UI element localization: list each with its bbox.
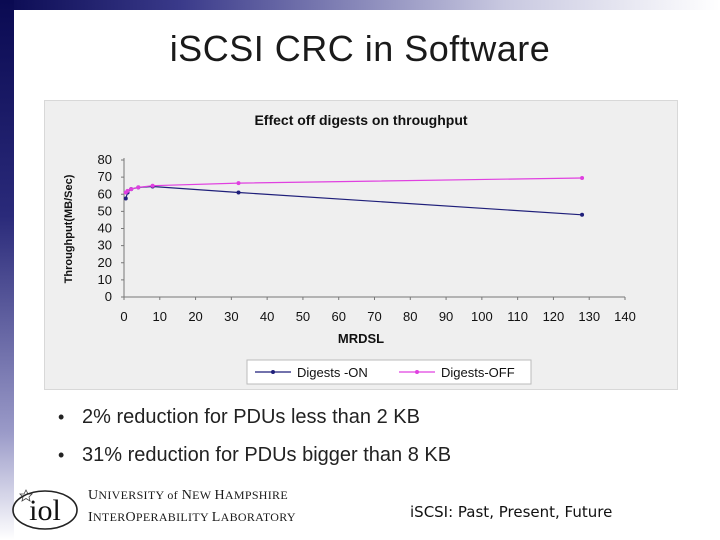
logo-oval-icon	[12, 490, 78, 530]
x-tick-label: 20	[188, 309, 202, 324]
y-tick-label: 20	[98, 255, 112, 270]
bullet-dot-icon: •	[58, 445, 65, 465]
x-tick-label: 90	[439, 309, 453, 324]
y-tick-label: 80	[98, 152, 112, 167]
chart-panel: Effect off digests on throughput 0 10 20 30 4…	[44, 100, 678, 390]
throughput-chart: Effect off digests on throughput 0 10 20 30 4…	[63, 112, 636, 385]
data-point-digests-off	[136, 185, 141, 190]
presentation-title: iSCSI: Past, Present, Future	[410, 503, 613, 521]
left-gradient-bar	[0, 0, 14, 540]
x-tick-label: 10	[153, 309, 167, 324]
x-tick-label: 100	[471, 309, 493, 324]
x-tick-label: 140	[614, 309, 636, 324]
bullet-item: • 2% reduction for PDUs less than 2 KB	[56, 402, 696, 440]
x-tick-label: 30	[224, 309, 238, 324]
x-tick-label: 70	[367, 309, 381, 324]
iol-logo: iol	[10, 484, 80, 534]
data-point-digests-off	[150, 183, 155, 188]
logo-text: iol	[29, 494, 61, 527]
bullet-text: 2% reduction for PDUs less than 2 KB	[82, 406, 420, 428]
star-icon	[19, 489, 33, 502]
legend-box	[246, 359, 532, 385]
x-tick-label: 110	[507, 309, 528, 324]
y-tick-label: 10	[98, 272, 112, 287]
y-tick-label: 40	[98, 221, 112, 236]
x-tick-label: 50	[296, 309, 310, 324]
data-point-digests-off	[236, 181, 241, 186]
bullet-dot-icon: •	[58, 407, 65, 427]
bullet-list: • 2% reduction for PDUs less than 2 KB •…	[56, 402, 696, 478]
y-tick-label: 30	[98, 238, 112, 253]
legend-label: Digests -ON	[297, 365, 368, 380]
lab-name-line1: UNIVERSITY of NEW HAMPSHIRE	[88, 488, 288, 503]
y-tick-label: 60	[98, 186, 112, 201]
y-axis-label: Throughput(MB/Sec)	[63, 174, 75, 283]
data-point-digests-off	[580, 175, 585, 180]
data-point-digests-on	[580, 212, 585, 217]
y-tick-label: 0	[105, 289, 112, 304]
legend-marker	[415, 370, 419, 374]
data-point-digests-off	[129, 187, 134, 192]
x-axis-label: MRDSL	[338, 331, 384, 346]
top-gradient-bar	[0, 0, 720, 10]
y-tick-label: 70	[98, 169, 112, 184]
lab-name-line2: INTEROPERABILITY LABORATORY	[88, 510, 296, 525]
bullet-item: • 31% reduction for PDUs bigger than 8 K…	[56, 440, 696, 478]
data-point-digests-on	[123, 196, 128, 201]
legend-label: Digests-OFF	[441, 365, 515, 380]
x-tick-label: 120	[543, 309, 565, 324]
y-tick-label: 50	[98, 203, 112, 218]
x-tick-label: 60	[331, 309, 345, 324]
series-line-digests-on	[125, 185, 583, 216]
x-tick-label: 80	[403, 309, 417, 324]
data-point-digests-on	[236, 190, 241, 195]
slide-title: iSCSI CRC in Software	[169, 28, 551, 69]
data-point-digests-off	[125, 188, 130, 193]
legend-marker	[271, 370, 275, 374]
x-tick-label: 0	[120, 309, 127, 324]
x-tick-label: 130	[578, 309, 600, 324]
bullet-text: 31% reduction for PDUs bigger than 8 KB	[82, 444, 452, 466]
series-line-digests-off	[125, 177, 583, 193]
x-tick-label: 40	[260, 309, 274, 324]
chart-title: Effect off digests on throughput	[254, 112, 467, 128]
